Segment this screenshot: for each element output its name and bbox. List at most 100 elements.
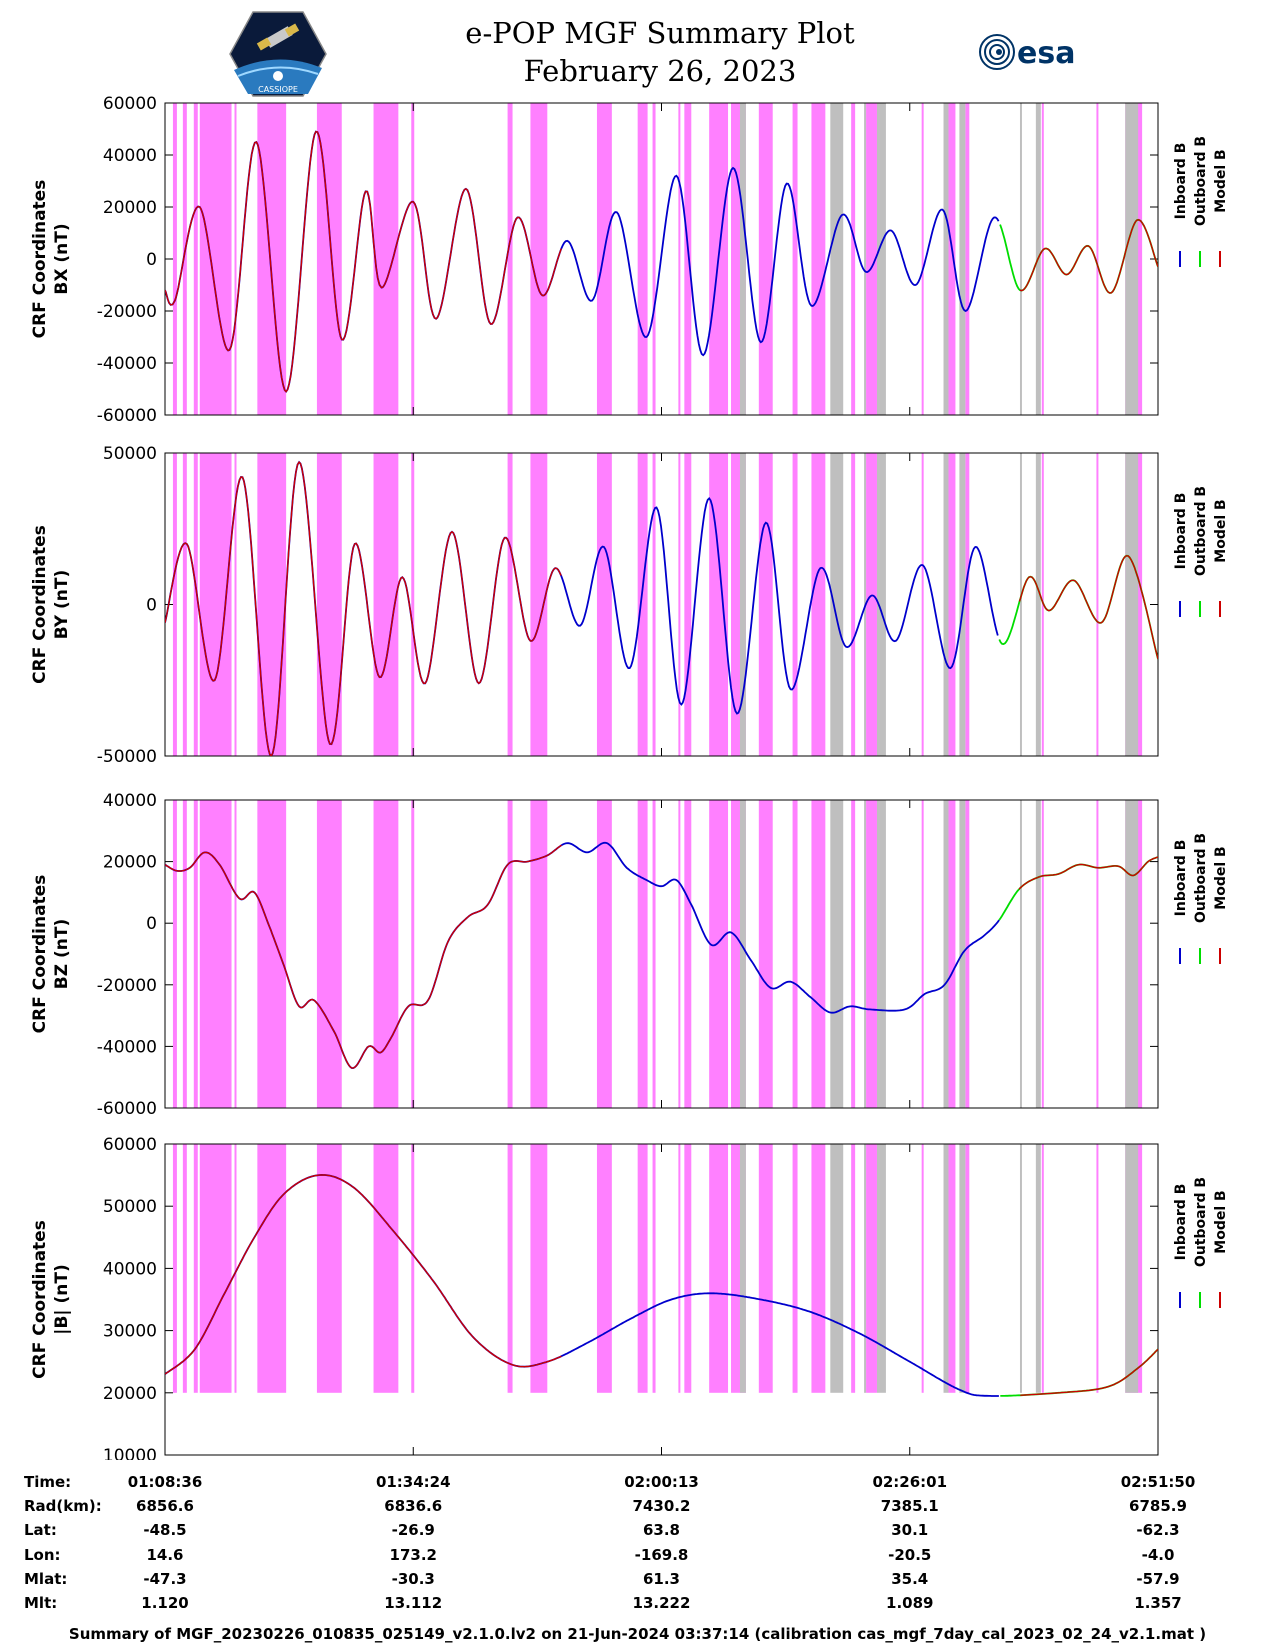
pink-band bbox=[596, 800, 612, 1108]
pink-band bbox=[709, 453, 729, 756]
cassiope-logo-icon: CASSIOPE bbox=[229, 11, 327, 97]
plot-frame bbox=[164, 452, 1159, 757]
ephemeris-cell: 1.120 bbox=[141, 1594, 189, 1612]
pink-band bbox=[811, 453, 826, 756]
pink-band bbox=[758, 1144, 773, 1393]
pink-band bbox=[1096, 103, 1099, 415]
pink-band bbox=[637, 103, 648, 415]
legend-inboard-label: Inboard B bbox=[1173, 493, 1189, 570]
pink-band bbox=[1096, 453, 1099, 756]
pink-band bbox=[1096, 800, 1099, 1108]
pink-band bbox=[792, 800, 798, 1108]
gray-band bbox=[739, 103, 746, 415]
pink-band bbox=[411, 103, 415, 415]
y-axis-label-line2: |B| (nT) bbox=[52, 1264, 72, 1335]
pink-band bbox=[758, 453, 773, 756]
gray-band bbox=[1035, 1144, 1041, 1393]
magnetic-field-plots: 60000 40000 20000 0 -20000 -40000 -60000 CRF Co… bbox=[30, 94, 1229, 1460]
legend-inboard-label: Inboard B bbox=[1173, 1184, 1189, 1261]
gray-band bbox=[876, 103, 886, 415]
ephemeris-row-label: Lat: bbox=[24, 1521, 57, 1539]
pink-band bbox=[851, 103, 856, 415]
pink-band bbox=[172, 453, 177, 756]
title-line-2: February 26, 2023 bbox=[523, 54, 797, 88]
pink-band bbox=[965, 800, 970, 1108]
ephemeris-row-label: Time: bbox=[24, 1473, 72, 1491]
pink-band bbox=[652, 800, 656, 1108]
legend-model-label: Model B bbox=[1213, 149, 1229, 212]
pink-band bbox=[652, 453, 656, 756]
model-series bbox=[1019, 219, 1158, 294]
ephemeris-cell: 6856.6 bbox=[136, 1497, 194, 1515]
pink-band bbox=[411, 800, 415, 1108]
panel-bz: 40000 20000 0 -20000 -40000 -60000 CRF Coordin… bbox=[30, 791, 1229, 1119]
pink-band bbox=[678, 103, 681, 415]
ephemeris-cell: -47.3 bbox=[143, 1570, 187, 1588]
pink-band bbox=[373, 800, 399, 1108]
y-tick-label: -20000 bbox=[97, 302, 157, 322]
pink-band bbox=[637, 800, 648, 1108]
gray-band bbox=[739, 453, 746, 756]
gray-band bbox=[830, 1144, 844, 1393]
y-axis-label-line1: CRF Coordinates bbox=[30, 180, 50, 339]
plot-frame bbox=[164, 1143, 1159, 1456]
pink-band bbox=[172, 800, 177, 1108]
pink-band bbox=[684, 453, 692, 756]
y-tick-label: 0 bbox=[146, 914, 157, 934]
series-group bbox=[165, 460, 1158, 756]
y-axis-label-line1: CRF Coordinates bbox=[30, 525, 50, 684]
pink-band bbox=[172, 103, 177, 415]
pink-band bbox=[316, 103, 342, 415]
pink-band bbox=[684, 800, 692, 1108]
panel-btotal: 60000 50000 40000 30000 20000 10000 CRF Coordi… bbox=[30, 1135, 1229, 1460]
gray-band bbox=[830, 800, 844, 1108]
ephemeris-cell: 13.112 bbox=[384, 1594, 443, 1612]
y-tick-label: 50000 bbox=[103, 1197, 157, 1217]
legend-model-label: Model B bbox=[1213, 1190, 1229, 1253]
ephemeris-cell: -26.9 bbox=[391, 1521, 435, 1539]
y-axis-label-line2: BX (nT) bbox=[52, 223, 72, 294]
ephemeris-cell: 6836.6 bbox=[384, 1497, 443, 1515]
pink-band bbox=[596, 453, 612, 756]
pink-band bbox=[652, 1144, 656, 1393]
pink-band bbox=[921, 103, 924, 415]
pink-band bbox=[678, 1144, 681, 1393]
y-axis-label: CRF Coordinates |B| (nT) bbox=[30, 1220, 72, 1379]
pink-band bbox=[709, 1144, 729, 1393]
y-tick-label: -40000 bbox=[97, 354, 157, 374]
pink-band bbox=[411, 1144, 415, 1393]
pink-band bbox=[921, 800, 924, 1108]
pink-band bbox=[316, 1144, 342, 1393]
pink-band bbox=[234, 1144, 237, 1393]
ephemeris-cell: 30.1 bbox=[891, 1521, 929, 1539]
y-tick-label: -20000 bbox=[97, 976, 157, 996]
ephemeris-cell: -57.9 bbox=[1136, 1570, 1180, 1588]
legend-inboard-label: Inboard B bbox=[1173, 143, 1189, 220]
pink-band bbox=[709, 800, 729, 1108]
pink-band bbox=[596, 103, 612, 415]
legend-model-label: Model B bbox=[1213, 846, 1229, 909]
ephemeris-cell: 1.357 bbox=[1134, 1594, 1182, 1612]
gray-band bbox=[1019, 453, 1022, 756]
pink-band bbox=[530, 453, 548, 756]
pink-band bbox=[530, 1144, 548, 1393]
pink-band bbox=[257, 453, 287, 756]
pink-band bbox=[948, 800, 956, 1108]
gray-band bbox=[943, 103, 949, 415]
pink-band bbox=[199, 800, 232, 1108]
y-tick-label: -40000 bbox=[97, 1037, 157, 1057]
ephemeris-row-label: Lon: bbox=[24, 1546, 61, 1564]
y-tick-label: 40000 bbox=[103, 1259, 157, 1279]
ephemeris-cell: 02:51:50 bbox=[1120, 1473, 1196, 1491]
y-axis-label: CRF Coordinates BZ (nT) bbox=[30, 875, 72, 1034]
pink-band bbox=[507, 453, 513, 756]
gray-band bbox=[943, 800, 949, 1108]
y-tick-label: 0 bbox=[146, 596, 157, 616]
pink-band bbox=[866, 103, 877, 415]
ephemeris-cell: 1.089 bbox=[886, 1594, 934, 1612]
ephemeris-cell: 7385.1 bbox=[880, 1497, 939, 1515]
ephemeris-cell: 63.8 bbox=[642, 1521, 680, 1539]
pink-band bbox=[866, 1144, 877, 1393]
pink-band bbox=[851, 453, 856, 756]
pink-band bbox=[684, 103, 692, 415]
